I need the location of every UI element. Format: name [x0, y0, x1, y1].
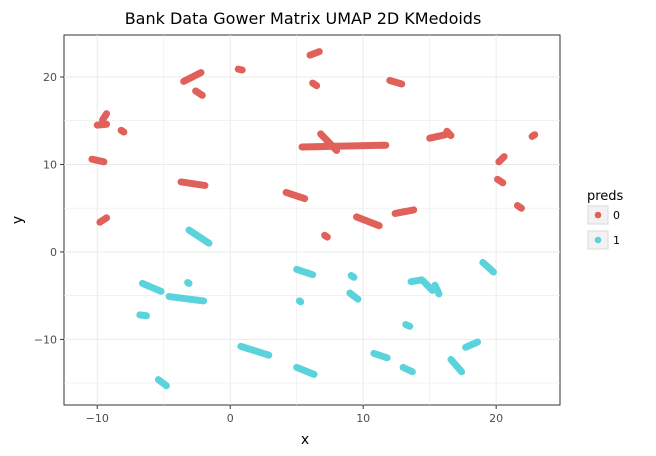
point-cluster-1: [419, 277, 436, 294]
x-axis-title: x: [301, 432, 309, 448]
point-cluster-0: [192, 87, 206, 99]
x-tick-label: 10: [356, 412, 370, 425]
y-tick-label: 10: [43, 158, 57, 171]
point-cluster-0: [234, 65, 246, 74]
point-cluster-1: [154, 376, 170, 390]
point-cluster-0: [495, 153, 508, 166]
point-cluster-1: [165, 293, 208, 305]
point-cluster-1: [347, 272, 358, 281]
point-cluster-0: [513, 202, 525, 212]
point-cluster-0: [99, 110, 111, 124]
point-cluster-1: [431, 281, 443, 298]
point-cluster-0: [180, 69, 205, 85]
point-cluster-1: [479, 258, 498, 276]
series-0: [88, 48, 539, 241]
point-cluster-0: [321, 231, 331, 241]
x-tick-label: 0: [227, 412, 234, 425]
y-tick-label: −10: [34, 333, 57, 346]
point-cluster-1: [293, 265, 317, 279]
point-cluster-1: [293, 363, 318, 378]
legend-marker-0: [594, 211, 602, 219]
point-cluster-1: [138, 279, 165, 295]
point-cluster-1: [399, 363, 416, 376]
legend-label-0: 0: [613, 209, 620, 222]
legend: preds 0 1: [587, 189, 624, 250]
series-1: [136, 226, 498, 390]
point-cluster-0: [117, 126, 128, 136]
point-cluster-0: [309, 79, 321, 90]
point-cluster-1: [237, 342, 273, 359]
point-cluster-0: [426, 131, 450, 142]
point-cluster-0: [282, 188, 309, 203]
legend-title: preds: [587, 189, 624, 204]
data-points: [88, 48, 539, 390]
point-cluster-1: [295, 297, 305, 306]
point-cluster-0: [177, 178, 209, 189]
point-cluster-1: [370, 349, 391, 362]
point-cluster-0: [96, 214, 111, 226]
plot-panel: [63, 34, 561, 406]
point-cluster-0: [353, 213, 383, 230]
point-cluster-0: [93, 120, 111, 129]
y-tick-label: 20: [43, 71, 57, 84]
point-cluster-1: [184, 279, 193, 287]
point-cluster-1: [462, 338, 482, 351]
point-cluster-0: [528, 131, 539, 140]
point-cluster-0: [391, 206, 418, 217]
point-cluster-0: [443, 127, 455, 140]
y-axis-title: y: [10, 216, 26, 224]
point-cluster-0: [306, 48, 323, 59]
legend-marker-1: [594, 236, 602, 244]
point-cluster-1: [402, 321, 414, 330]
point-cluster-0: [494, 175, 507, 187]
x-tick-label: −10: [86, 412, 109, 425]
y-tick-label: 0: [50, 246, 57, 259]
x-tick-label: 20: [489, 412, 503, 425]
chart-title: Bank Data Gower Matrix UMAP 2D KMedoids: [125, 9, 482, 28]
point-cluster-0: [317, 130, 341, 154]
point-cluster-1: [136, 311, 150, 320]
point-cluster-0: [88, 155, 108, 166]
point-cluster-1: [346, 289, 362, 303]
legend-label-1: 1: [613, 234, 620, 247]
point-cluster-0: [386, 76, 406, 88]
point-cluster-1: [185, 226, 213, 247]
point-cluster-1: [447, 356, 466, 376]
axis-ticks: −10 0 10 20 −10 0 10 20: [34, 71, 503, 425]
point-cluster-0: [298, 141, 390, 151]
